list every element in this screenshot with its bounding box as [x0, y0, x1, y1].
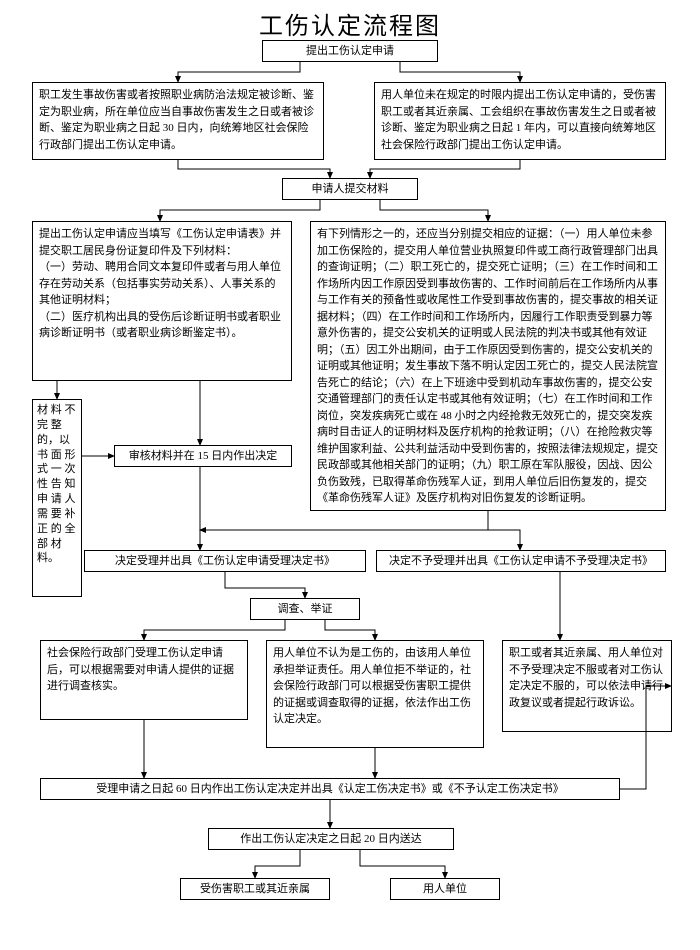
node-employer-proof: 用人单位不认为是工伤的，由该用人单位承担举证责任。用人单位拒不举证的，社会保险行…	[266, 640, 484, 748]
node-decision-60d: 受理申请之日起 60 日内作出工伤认定决定并出具《认定工伤决定书》或《不予认定工…	[40, 778, 620, 800]
node-materials-basic: 提出工伤认定申请应当填写《工伤认定申请表》并提交职工居民身份证复印件及下列材料：…	[32, 221, 292, 381]
page-title: 工伤认定流程图	[0, 0, 700, 41]
node-investigate-dept: 社会保险行政部门受理工伤认定申请后，可以根据需要对申请人提供的证据进行调查核实。	[40, 640, 248, 720]
node-deliver-20d: 作出工伤认定决定之日起 20 日内送达	[208, 828, 454, 850]
node-reject: 决定不予受理并出具《工伤认定申请不予受理决定书》	[376, 550, 666, 572]
node-employer-30d: 职工发生事故伤害或者按照职业病防治法规定被诊断、鉴定为职业病，所在单位应当自事故…	[32, 82, 324, 160]
node-submit-materials: 申请人提交材料	[282, 178, 418, 200]
node-materials-extra: 有下列情形之一的，还应当分别提交相应的证据：（一）用人单位未参加工伤保险的，提交…	[310, 221, 666, 511]
node-investigate: 调查、举证	[250, 598, 360, 620]
node-review-15d: 审核材料并在 15 日内作出决定	[114, 445, 292, 467]
node-recipient-employer: 用人单位	[390, 878, 500, 900]
node-incomplete-materials: 材 料 不 完 整 的，以 书 面 形 式 一 次 性 告 知 申 请 人 需 …	[32, 399, 82, 597]
node-recipient-employee: 受伤害职工或其近亲属	[180, 878, 330, 900]
node-apply: 提出工伤认定申请	[262, 40, 438, 62]
node-employee-1y: 用人单位未在规定的时限内提出工伤认定申请的，受伤害职工或者其近亲属、工会组织在事…	[374, 82, 666, 160]
node-accept: 决定受理并出具《工伤认定申请受理决定书》	[84, 550, 366, 572]
node-appeal: 职工或者其近亲属、用人单位对不予受理决定不服或者对工伤认定决定不服的，可以依法申…	[502, 640, 672, 732]
